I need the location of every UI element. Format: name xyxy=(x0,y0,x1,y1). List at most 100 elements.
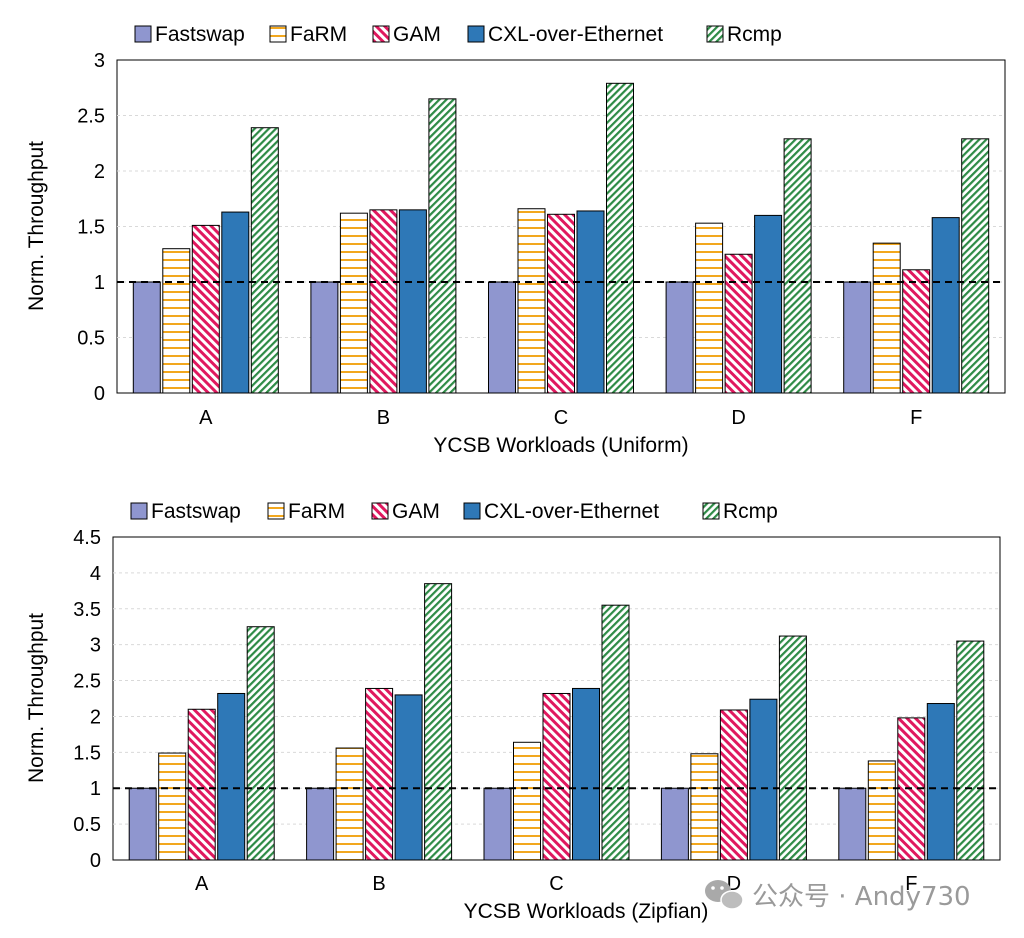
legend-label-rcmp: Rcmp xyxy=(727,23,782,46)
y-tick-label: 4 xyxy=(90,563,101,585)
watermark-text: 公众号 · Andy730 xyxy=(752,882,971,912)
x-tick-label: D xyxy=(731,407,745,429)
legend-label-fastswap: Fastswap xyxy=(151,500,241,523)
bar-zipfian-cxl-over-ethernet-a xyxy=(217,692,246,861)
bar-uniform-farm-b xyxy=(339,212,368,394)
bar-zipfian-cxl-over-ethernet-d xyxy=(749,698,778,861)
bar-zipfian-fastswap-a xyxy=(128,787,157,861)
y-tick-label: 0 xyxy=(90,850,101,872)
bar-zipfian-farm-c xyxy=(513,741,541,861)
y-tick-label: 2 xyxy=(90,706,101,728)
y-tick-label: 3 xyxy=(94,50,105,72)
bar-uniform-farm-c xyxy=(517,208,546,394)
y-tick-label: 1 xyxy=(94,272,105,294)
y-tick-label: 1.5 xyxy=(77,217,105,239)
chart-zipfian-y-label: Norm. Throughput xyxy=(25,613,48,783)
bar-zipfian-cxl-over-ethernet-b xyxy=(394,694,423,861)
legend-label-gam: GAM xyxy=(393,23,441,46)
bar-uniform-fastswap-a xyxy=(132,281,161,394)
bar-uniform-gam-a xyxy=(191,224,220,394)
legend-label-cxl-over-ethernet: CXL-over-Ethernet xyxy=(488,23,663,46)
y-tick-label: 2.5 xyxy=(73,671,101,693)
bar-uniform-cxl-over-ethernet-d xyxy=(754,214,783,394)
x-tick-label: A xyxy=(195,873,209,895)
x-tick-label: F xyxy=(910,407,922,429)
x-tick-label: C xyxy=(549,873,563,895)
bar-uniform-cxl-over-ethernet-b xyxy=(398,209,427,394)
y-tick-label: 2 xyxy=(94,161,105,183)
bar-zipfian-gam-d xyxy=(719,709,748,861)
legend-swatch-rcmp xyxy=(702,502,720,520)
y-tick-label: 0.5 xyxy=(73,814,101,836)
bar-uniform-rcmp-f xyxy=(961,138,990,394)
legend-swatch-rcmp xyxy=(706,25,724,43)
bar-uniform-gam-b xyxy=(369,209,398,394)
legend-swatch-cxl-over-ethernet xyxy=(463,502,481,520)
bar-uniform-cxl-over-ethernet-c xyxy=(576,210,605,394)
y-tick-label: 2.5 xyxy=(77,106,105,128)
bar-zipfian-rcmp-d xyxy=(778,635,807,861)
chart-zipfian: Fastswap FaRM GAM CXL-over-Ethernet Rcmp 0 0.… xyxy=(25,500,1001,923)
bar-uniform-gam-c xyxy=(547,213,575,394)
bar-zipfian-farm-b xyxy=(335,747,364,861)
chart-uniform-legend: Fastswap FaRM GAM CXL-over-Ethernet Rcmp xyxy=(134,23,782,46)
legend-swatch-gam xyxy=(371,502,389,520)
bar-zipfian-fastswap-b xyxy=(306,787,335,861)
legend-swatch-fastswap xyxy=(130,502,148,520)
legend-label-cxl-over-ethernet: CXL-over-Ethernet xyxy=(484,500,659,523)
bar-uniform-rcmp-c xyxy=(606,82,634,394)
bar-zipfian-gam-c xyxy=(542,692,571,861)
chart-uniform-bars xyxy=(132,82,990,394)
legend-swatch-fastswap xyxy=(134,25,152,43)
bar-uniform-fastswap-c xyxy=(488,281,516,394)
bar-zipfian-farm-d xyxy=(690,753,719,861)
y-tick-label: 0 xyxy=(94,383,105,405)
legend-label-farm: FaRM xyxy=(288,500,345,523)
legend-swatch-farm xyxy=(267,502,285,520)
bar-zipfian-fastswap-c xyxy=(483,787,512,861)
y-tick-label: 3 xyxy=(90,635,101,657)
bar-zipfian-farm-a xyxy=(158,752,187,861)
y-tick-label: 1 xyxy=(90,778,101,800)
y-tick-label: 4.5 xyxy=(73,527,101,549)
chart-zipfian-legend: Fastswap FaRM GAM CXL-over-Ethernet Rcmp xyxy=(130,500,778,523)
bar-uniform-fastswap-f xyxy=(843,281,872,394)
wechat-icon xyxy=(705,880,744,910)
x-tick-label: A xyxy=(199,407,213,429)
x-tick-label: B xyxy=(377,407,390,429)
bar-zipfian-rcmp-a xyxy=(246,626,275,861)
chart-zipfian-x-label: YCSB Workloads (Zipfian) xyxy=(464,900,709,923)
bar-uniform-farm-d xyxy=(695,222,724,394)
bar-uniform-rcmp-b xyxy=(428,98,457,394)
legend-label-farm: FaRM xyxy=(290,23,347,46)
bar-zipfian-cxl-over-ethernet-c xyxy=(572,687,600,861)
bar-zipfian-cxl-over-ethernet-f xyxy=(926,703,955,861)
bar-zipfian-fastswap-f xyxy=(838,787,867,861)
chart-uniform-y-label: Norm. Throughput xyxy=(25,141,48,311)
chart-uniform: Fastswap FaRM GAM CXL-over-Ethernet Rcmp 0 0.… xyxy=(25,23,1006,457)
bar-zipfian-rcmp-c xyxy=(601,604,630,861)
bar-uniform-rcmp-d xyxy=(783,138,812,394)
bar-uniform-cxl-over-ethernet-a xyxy=(221,211,250,394)
chart-uniform-x-label: YCSB Workloads (Uniform) xyxy=(433,434,688,457)
bar-uniform-rcmp-a xyxy=(250,127,279,394)
legend-swatch-gam xyxy=(372,25,390,43)
bar-zipfian-rcmp-b xyxy=(424,583,453,861)
legend-label-rcmp: Rcmp xyxy=(723,500,778,523)
legend-swatch-cxl-over-ethernet xyxy=(467,25,485,43)
legend-label-gam: GAM xyxy=(392,500,440,523)
x-tick-label: B xyxy=(372,873,385,895)
bar-uniform-farm-a xyxy=(162,248,191,394)
bar-uniform-gam-d xyxy=(724,253,753,394)
bar-uniform-fastswap-d xyxy=(665,281,694,394)
y-tick-label: 1.5 xyxy=(73,742,101,764)
y-tick-label: 3.5 xyxy=(73,599,101,621)
x-tick-label: F xyxy=(905,873,917,895)
chart-zipfian-y-ticks: 0 0.5 1 1.5 2 2.5 3 3.5 4 4.5 xyxy=(73,527,101,872)
bar-uniform-farm-f xyxy=(872,242,901,394)
bar-zipfian-fastswap-d xyxy=(660,787,689,861)
bar-zipfian-gam-a xyxy=(187,708,216,861)
bar-zipfian-gam-b xyxy=(365,687,394,861)
watermark: 公众号 · Andy730 xyxy=(705,880,971,912)
